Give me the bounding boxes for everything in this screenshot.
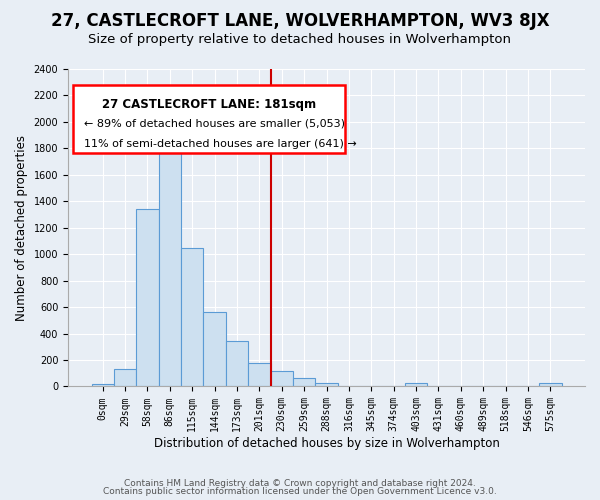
Text: ← 89% of detached houses are smaller (5,053): ← 89% of detached houses are smaller (5,… xyxy=(83,118,344,128)
Bar xyxy=(226,342,248,386)
Text: 11% of semi-detached houses are larger (641) →: 11% of semi-detached houses are larger (… xyxy=(83,139,356,149)
Text: Size of property relative to detached houses in Wolverhampton: Size of property relative to detached ho… xyxy=(89,32,511,46)
Y-axis label: Number of detached properties: Number of detached properties xyxy=(15,134,28,320)
Bar xyxy=(92,384,114,386)
Bar xyxy=(293,378,316,386)
Bar xyxy=(271,372,293,386)
Text: 27, CASTLECROFT LANE, WOLVERHAMPTON, WV3 8JX: 27, CASTLECROFT LANE, WOLVERHAMPTON, WV3… xyxy=(50,12,550,30)
Bar xyxy=(248,364,271,386)
Bar xyxy=(405,383,427,386)
Bar xyxy=(136,209,158,386)
FancyBboxPatch shape xyxy=(73,85,344,153)
Bar xyxy=(158,138,181,386)
Bar xyxy=(203,312,226,386)
Bar xyxy=(316,382,338,386)
Text: 27 CASTLECROFT LANE: 181sqm: 27 CASTLECROFT LANE: 181sqm xyxy=(102,98,316,110)
Text: Contains public sector information licensed under the Open Government Licence v3: Contains public sector information licen… xyxy=(103,487,497,496)
X-axis label: Distribution of detached houses by size in Wolverhampton: Distribution of detached houses by size … xyxy=(154,437,499,450)
Bar xyxy=(181,248,203,386)
Text: Contains HM Land Registry data © Crown copyright and database right 2024.: Contains HM Land Registry data © Crown c… xyxy=(124,478,476,488)
Bar xyxy=(114,370,136,386)
Bar xyxy=(539,383,562,386)
